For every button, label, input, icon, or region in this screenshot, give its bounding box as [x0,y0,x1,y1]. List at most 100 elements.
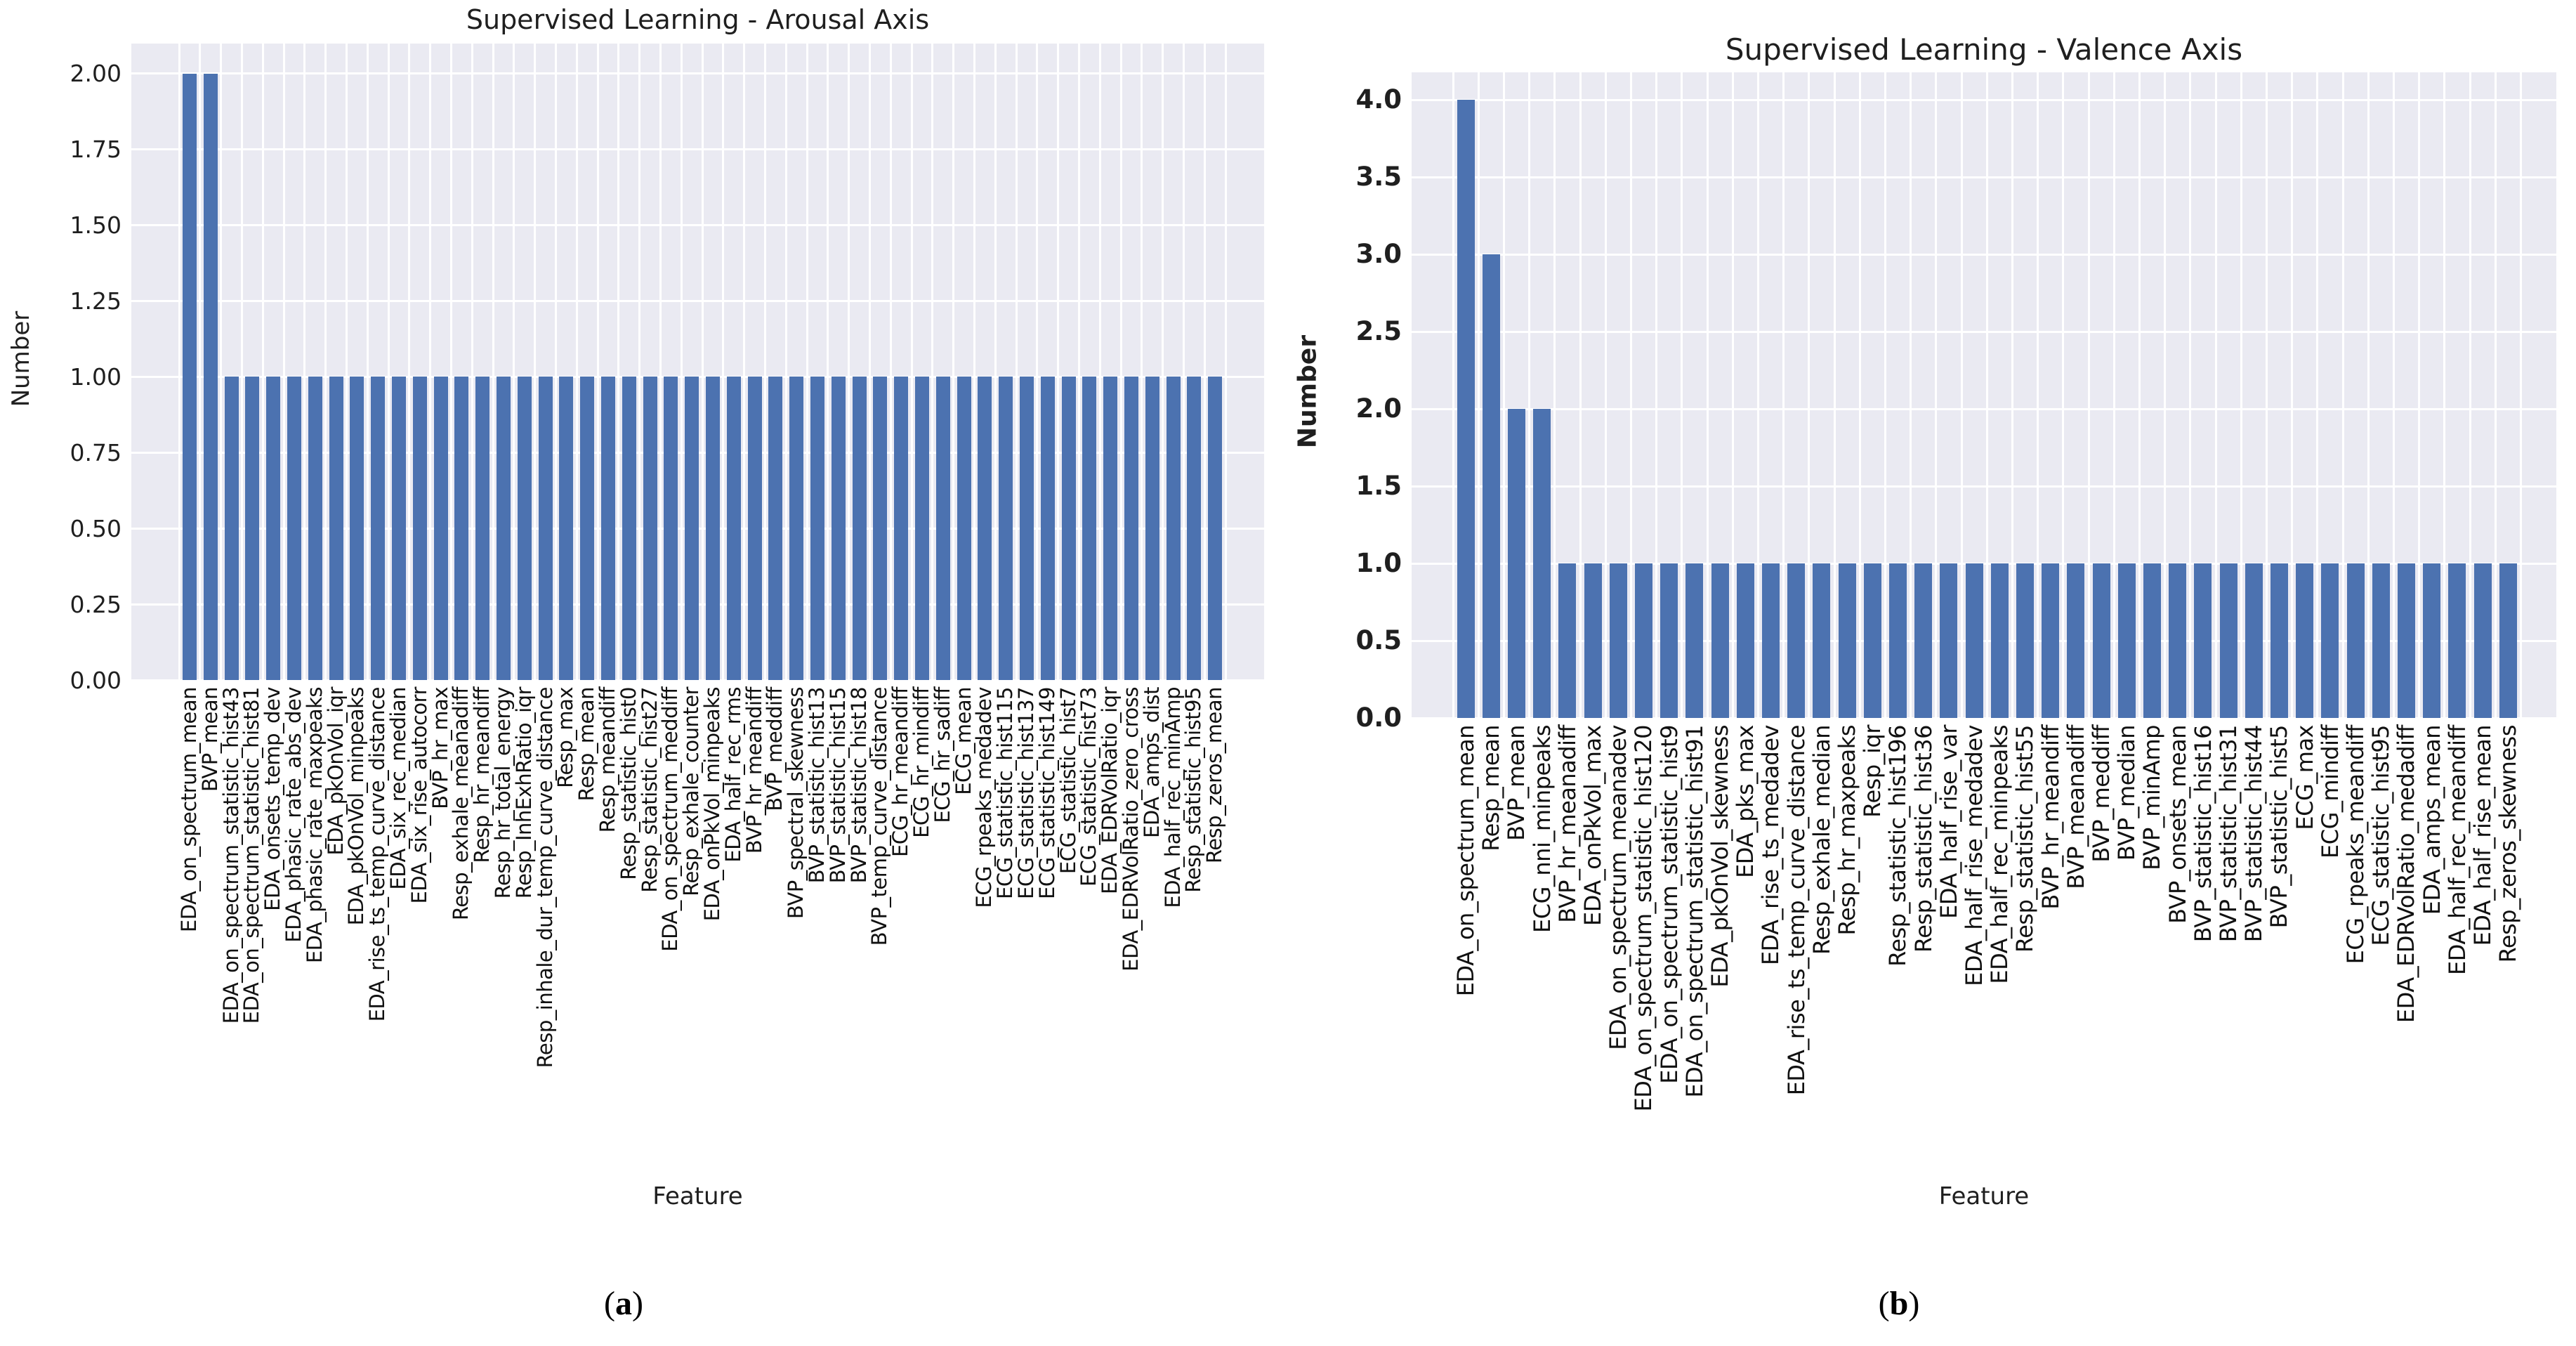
x-tick-label: ECG_statistic_hist149 [1034,687,1059,899]
caption-paren-close: ) [632,1285,643,1323]
x-gridline [2367,72,2370,718]
x-gridline [2112,72,2115,718]
bar [622,377,636,680]
x-tick-label: Resp_max [553,687,578,788]
bar [873,377,888,680]
bar [1082,377,1097,680]
y-gridline [1412,407,2556,410]
bar [1103,377,1118,680]
x-gridline [763,44,766,680]
bar [412,377,427,680]
x-gridline [952,44,955,680]
x-gridline [2240,72,2242,718]
x-gridline [240,44,243,680]
x-tick-label: EDA_amps_mean [2418,725,2445,915]
x-tick-label: EDA_on_spectrum_mean [1452,725,1479,997]
bar [1635,563,1652,718]
x-gridline [2189,72,2192,718]
x-gridline [1833,72,1836,718]
x-gridline [261,44,264,680]
x-tick-label: EDA_half_rec_meandiff [2443,725,2471,975]
x-tick-label: BVP_meddiff [763,687,787,811]
x-gridline [994,44,997,680]
x-gridline [701,44,704,680]
x-gridline [2011,72,2013,718]
bar [935,377,950,680]
bar [685,377,699,680]
x-gridline [806,44,808,680]
x-gridline [1910,72,1912,718]
x-gridline [1098,44,1101,680]
x-tick-label: BVP_hr_meandiff [742,687,766,854]
x-gridline [471,44,473,680]
x-gridline [784,44,787,680]
x-tick-label: EDA_six_rise_autocorr [407,687,431,904]
bar [350,377,364,680]
x-tick-label: ECG_statistic_hist7 [1056,687,1080,875]
x-gridline [2443,72,2446,718]
bar [1990,563,2009,718]
bar [1457,100,1475,718]
x-tick-label: BVP_hr_meandiff [2037,725,2064,910]
x-gridline [220,44,223,680]
y-tick-label: 0.00 [70,666,121,694]
x-gridline [2418,72,2421,718]
x-gridline [178,44,180,680]
caption-paren-open: ( [604,1285,615,1323]
bar [266,377,281,680]
x-tick-label: BVP_median [2113,725,2141,861]
x-tick-label: ECG_statistic_hist95 [2367,725,2395,946]
bar [894,377,909,680]
x-gridline [2214,72,2217,718]
bar [789,377,804,680]
y-tick-label: 2.00 [70,60,121,88]
bar [1787,563,1806,718]
bar [245,377,260,680]
bar [664,377,678,680]
bar [914,377,929,680]
bar [391,377,406,680]
x-tick-label: EDA_EDRVolRatio_zero_cross [1119,687,1143,972]
bar [203,73,218,680]
y-tick-label: 0.25 [70,590,121,618]
y-tick-label: 3.5 [1355,162,1402,192]
x-tick-label: EDA_half_rise_mean [2469,725,2496,946]
x-gridline [387,44,390,680]
bar [768,377,783,680]
x-tick-label: BVP_statistic_hist18 [846,687,871,884]
bar [1940,563,1958,718]
bar [2169,563,2187,718]
caption-paren-close: ) [1908,1285,1920,1323]
x-gridline [303,44,306,680]
x-tick-label: BVP_statistic_hist13 [805,687,829,884]
bar [433,377,448,680]
y-axis-label-valence: Number [1293,335,1322,449]
bar [2042,563,2060,718]
x-tick-label: EDA_phasic_rate_maxpeaks [302,687,327,964]
x-gridline [1528,72,1531,718]
x-gridline [1808,72,1811,718]
x-tick-label: Resp_meandiff [596,687,619,833]
x-tick-label: Resp_statistic_hist55 [2011,725,2039,953]
x-tick-label: EDA_half_rec_minAmp [1160,687,1185,908]
x-gridline [408,44,411,680]
x-tick-label: BVP_spectral_skewness [784,687,808,920]
y-gridline [1412,717,2556,718]
x-tick-label: Resp_InhExhRatio_iqr [511,687,536,899]
y-tick-label: 4.0 [1355,84,1402,115]
bar [1124,377,1138,680]
panel-caption-b: (b) [1857,1284,1941,1323]
bar [978,377,992,680]
x-gridline [345,44,348,680]
x-tick-label: EDA_on_spectrum_statistic_hist120 [1630,725,1657,1112]
x-gridline [1119,44,1122,680]
x-tick-label: EDA_on_spectrum_meddiff [658,687,683,952]
x-gridline [2138,72,2141,718]
y-tick-label: 2.0 [1355,393,1402,424]
x-tick-label: BVP_meanadiff [2062,725,2089,889]
x-tick-label: EDA_rise_ts_medadev [1757,725,1785,966]
bar [999,377,1013,680]
x-tick-label: EDA_phasic_rate_abs_dev [282,687,305,943]
bar [1660,563,1678,718]
x-gridline [1858,72,1861,718]
